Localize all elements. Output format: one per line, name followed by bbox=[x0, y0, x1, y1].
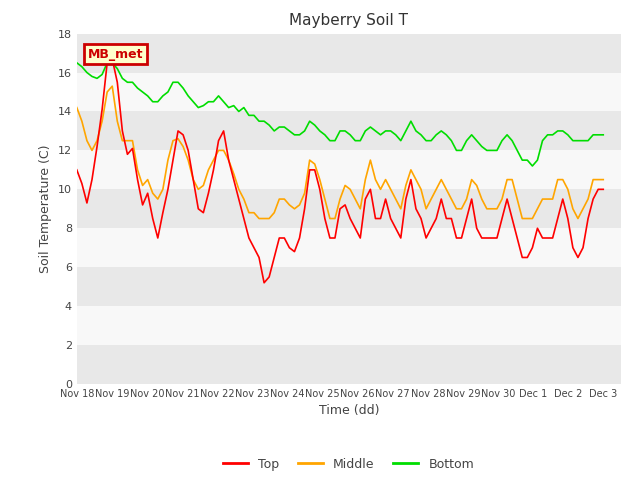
Bar bbox=[77, 111, 621, 150]
X-axis label: Time (dd): Time (dd) bbox=[319, 405, 379, 418]
Bar bbox=[77, 306, 621, 345]
Bar bbox=[77, 345, 621, 384]
Title: Mayberry Soil T: Mayberry Soil T bbox=[289, 13, 408, 28]
Bar bbox=[77, 228, 621, 267]
Bar bbox=[77, 150, 621, 189]
Bar bbox=[77, 267, 621, 306]
Bar bbox=[77, 189, 621, 228]
Legend: Top, Middle, Bottom: Top, Middle, Bottom bbox=[218, 453, 479, 476]
Bar bbox=[77, 72, 621, 111]
Text: MB_met: MB_met bbox=[88, 48, 143, 60]
Y-axis label: Soil Temperature (C): Soil Temperature (C) bbox=[39, 144, 52, 273]
Bar bbox=[77, 34, 621, 72]
